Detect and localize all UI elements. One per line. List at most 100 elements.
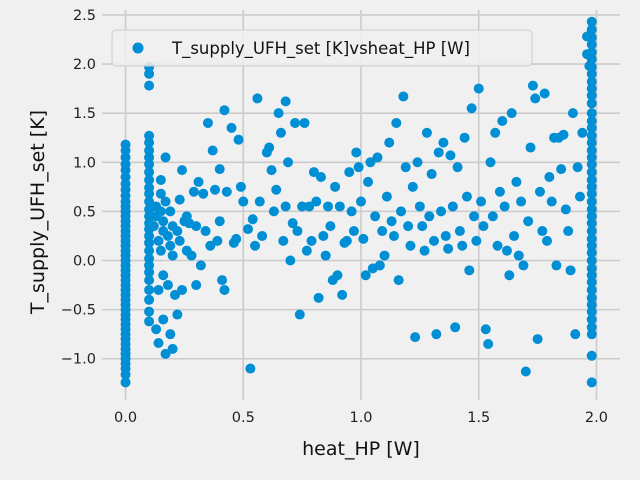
data-point — [160, 152, 171, 163]
data-point — [120, 172, 131, 182]
data-point — [308, 167, 319, 178]
data-point — [586, 314, 597, 325]
data-point — [586, 329, 597, 340]
data-point — [158, 270, 169, 281]
data-point — [144, 260, 155, 271]
data-point — [334, 201, 345, 212]
data-point — [160, 348, 171, 359]
data-point — [586, 145, 597, 156]
data-point — [144, 145, 155, 156]
data-point — [586, 76, 597, 87]
data-point — [407, 181, 418, 192]
data-point — [447, 201, 458, 212]
data-point — [266, 165, 277, 176]
data-point — [214, 164, 225, 175]
data-point — [155, 206, 166, 217]
data-point — [287, 218, 298, 229]
data-point — [379, 250, 390, 261]
data-point — [144, 245, 155, 256]
data-point — [478, 221, 489, 232]
data-point — [494, 186, 505, 197]
data-point — [534, 186, 545, 197]
data-point — [299, 117, 310, 128]
data-point — [457, 240, 468, 251]
data-point — [412, 157, 423, 168]
x-axis-ticks: 0.0 0.5 1.0 1.5 2.0 — [114, 410, 608, 426]
data-point — [363, 176, 374, 187]
data-point — [254, 196, 265, 207]
data-point — [454, 226, 465, 237]
data-point — [574, 191, 585, 202]
data-point — [144, 267, 155, 278]
data-point — [586, 188, 597, 199]
data-point — [144, 306, 155, 317]
data-point — [193, 176, 204, 187]
data-point — [238, 196, 249, 207]
data-point — [421, 127, 432, 138]
y-tick-label: −1.0 — [61, 352, 96, 368]
data-point — [278, 235, 289, 246]
data-point — [384, 137, 395, 148]
data-point — [586, 377, 597, 388]
data-point — [294, 309, 305, 320]
data-point — [177, 284, 188, 295]
data-point — [202, 117, 213, 128]
data-point — [257, 230, 268, 241]
data-point — [205, 240, 216, 251]
data-point — [356, 196, 366, 207]
data-point — [586, 152, 597, 163]
data-point — [586, 196, 597, 207]
y-tick-label: 1.0 — [73, 155, 96, 171]
data-point — [144, 196, 155, 207]
data-point — [252, 93, 263, 104]
data-point — [219, 105, 230, 116]
data-point — [586, 270, 597, 281]
data-point — [155, 245, 166, 256]
data-point — [330, 181, 341, 192]
data-point — [391, 117, 402, 128]
data-point — [158, 216, 169, 227]
data-point — [377, 226, 388, 237]
scatter-points — [120, 16, 597, 388]
data-point — [504, 270, 515, 281]
data-point — [167, 343, 178, 354]
data-point — [165, 240, 176, 251]
data-point — [247, 214, 258, 225]
data-point — [431, 329, 442, 340]
data-point — [443, 243, 454, 254]
data-point — [509, 230, 520, 241]
data-point — [162, 280, 173, 291]
data-point — [144, 230, 155, 241]
data-point — [483, 339, 494, 350]
data-point — [250, 240, 261, 251]
data-point — [586, 350, 597, 361]
data-point — [353, 162, 364, 173]
data-point — [586, 83, 597, 94]
data-point — [586, 233, 597, 244]
data-point — [200, 226, 211, 237]
data-point — [372, 152, 383, 163]
legend-entry: T_supply_UFH_set [K]vsheat_HP [W] — [171, 39, 470, 59]
x-tick-label: 0.0 — [114, 410, 137, 426]
data-point — [398, 91, 409, 102]
data-point — [396, 206, 407, 217]
data-point — [214, 216, 225, 227]
data-point — [153, 284, 164, 295]
data-point — [144, 174, 155, 185]
data-point — [542, 235, 553, 246]
y-tick-label: 0.5 — [73, 204, 96, 220]
data-point — [144, 152, 155, 163]
data-point — [235, 181, 246, 192]
data-point — [513, 250, 524, 261]
data-point — [358, 233, 369, 244]
data-point — [586, 108, 597, 119]
data-point — [212, 235, 223, 246]
data-point — [144, 130, 155, 141]
data-point — [280, 201, 291, 212]
data-point — [426, 169, 437, 180]
data-point — [586, 204, 597, 215]
data-point — [476, 196, 487, 207]
data-point — [469, 211, 480, 222]
data-point — [325, 221, 336, 232]
data-point — [586, 181, 597, 192]
